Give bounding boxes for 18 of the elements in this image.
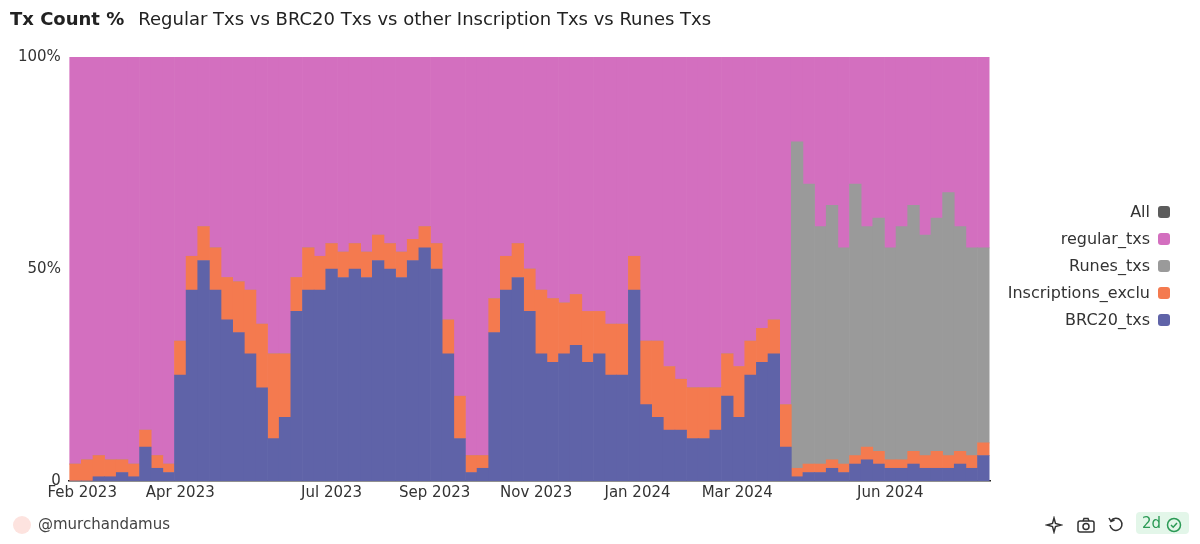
x-tick-label: Jun 2024 [856, 482, 924, 501]
text: @murchandamus [38, 515, 171, 533]
legend-label: Runes_txs [1069, 256, 1150, 275]
x-tick-label: Jul 2023 [300, 482, 363, 501]
chart-subtitle: Regular Txs vs BRC20 Txs vs other Inscription Txs vs Runes Txs [138, 8, 712, 29]
legend-label: All [1130, 202, 1150, 221]
legend-label: regular_txs [1060, 229, 1150, 248]
x-tick-label: Mar 2024 [701, 482, 773, 501]
text: 2d [1136, 512, 1190, 534]
y-tick-label: 100% [17, 46, 61, 65]
legend-label: Inscriptions_exclu [1007, 283, 1150, 302]
x-tick-label: Jan 2024 [603, 482, 671, 501]
x-tick-label: Nov 2023 [499, 482, 573, 501]
y-tick-label: 50% [27, 258, 61, 277]
x-tick-label: Sep 2023 [399, 482, 471, 501]
legend-label: BRC20_txs [1065, 310, 1150, 329]
chart-title: Tx Count % [10, 8, 125, 29]
x-tick-label: Apr 2023 [145, 482, 215, 501]
